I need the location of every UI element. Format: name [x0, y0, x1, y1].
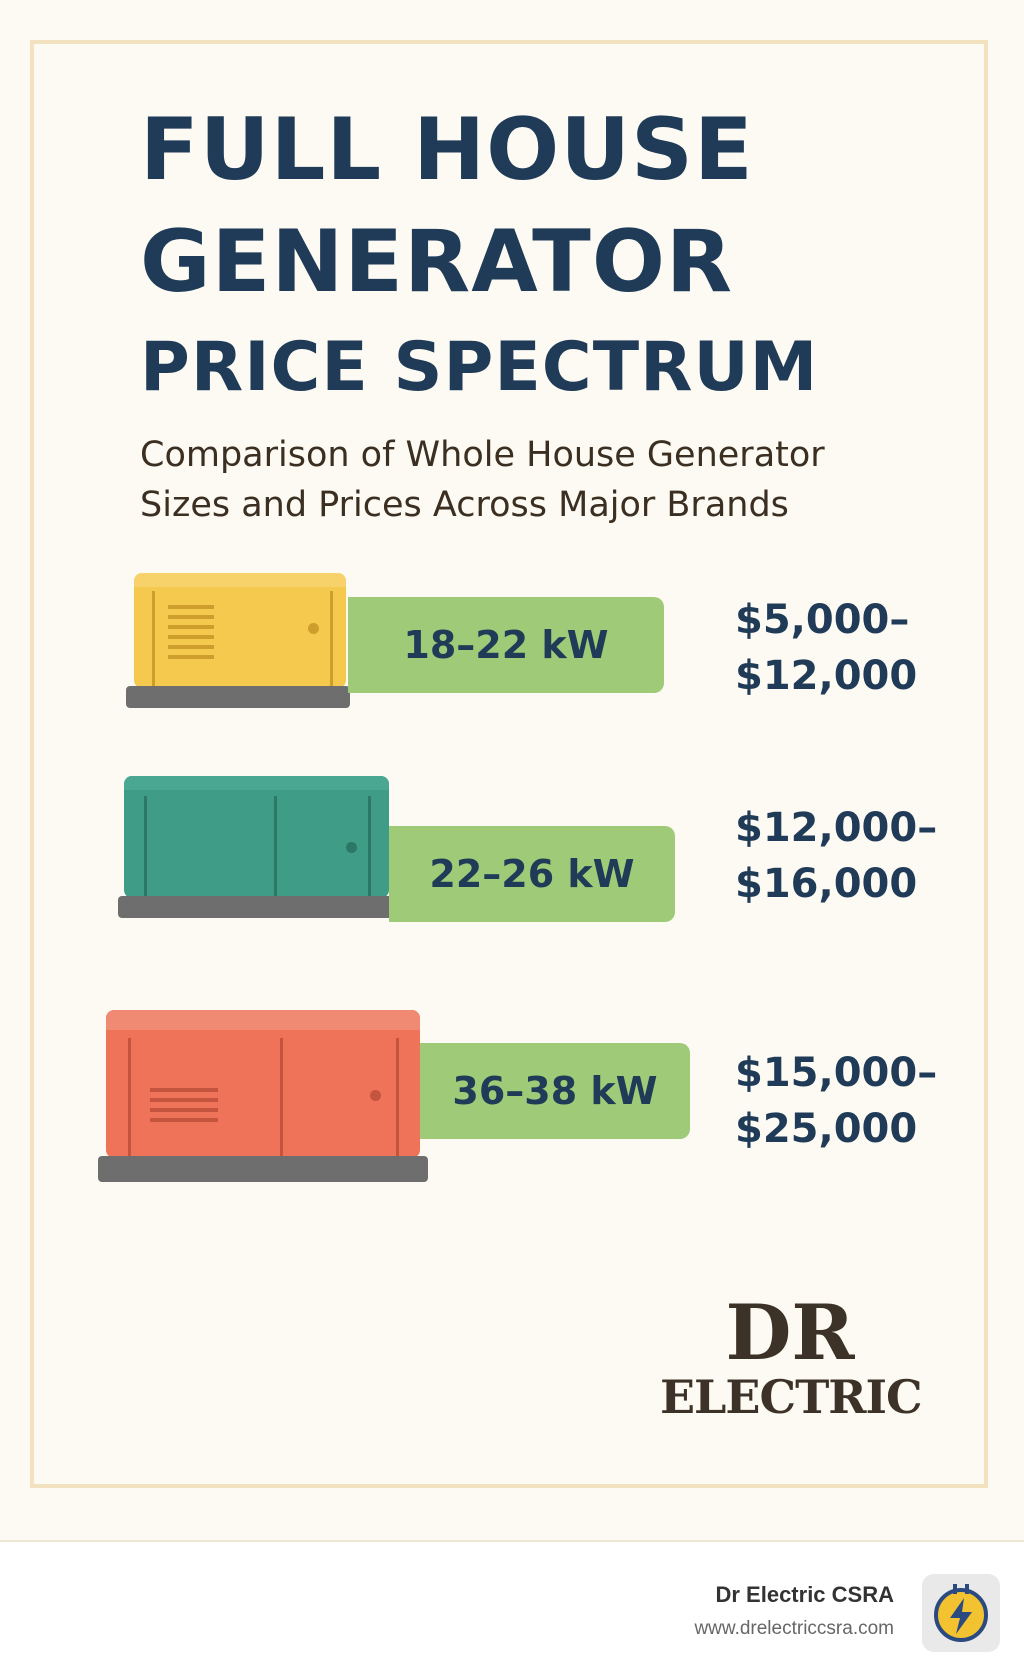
price-range-1: $5,000– $12,000: [735, 592, 917, 704]
price-min-2: $12,000–: [735, 805, 938, 851]
title-line-1: FULL HOUSE: [140, 100, 754, 200]
price-max-1: $12,000: [735, 653, 918, 699]
price-range-3: $15,000– $25,000: [735, 1045, 937, 1157]
footer-website-link[interactable]: www.drelectriccsra.com: [694, 1618, 894, 1639]
logo-line-2: ELECTRIC: [660, 1370, 923, 1424]
small-generator-icon: [126, 573, 350, 708]
kw-range-3: 36–38 kW: [420, 1043, 690, 1139]
price-min-3: $15,000–: [735, 1050, 938, 1096]
price-min-1: $5,000–: [735, 597, 910, 643]
infographic: FULL HOUSE GENERATOR PRICE SPECTRUM Comp…: [30, 40, 988, 1488]
subtitle-line-2: Sizes and Prices Across Major Brands: [140, 485, 789, 525]
subtitle: Comparison of Whole House Generator Size…: [140, 430, 960, 530]
logo-line-1: DR: [725, 1288, 855, 1377]
subtitle-line-1: Comparison of Whole House Generator: [140, 435, 825, 475]
kw-range-2: 22–26 kW: [389, 826, 675, 922]
price-range-2: $12,000– $16,000: [735, 800, 937, 912]
footer-bar: Dr Electric CSRA www.drelectriccsra.com: [0, 1540, 1024, 1668]
price-max-3: $25,000: [735, 1106, 918, 1152]
medium-generator-icon: [118, 776, 396, 918]
footer-company-name: Dr Electric CSRA: [715, 1582, 894, 1607]
kw-range-1: 18–22 kW: [348, 597, 664, 693]
frame-border: [30, 40, 988, 1488]
dr-electric-logo: DR ELECTRIC: [660, 1288, 923, 1424]
title-line-3: PRICE SPECTRUM: [140, 328, 819, 407]
large-generator-icon: [98, 1010, 428, 1182]
plug-lightning-icon: [922, 1574, 1000, 1652]
price-max-2: $16,000: [735, 861, 918, 907]
title-line-2: GENERATOR: [140, 212, 734, 312]
